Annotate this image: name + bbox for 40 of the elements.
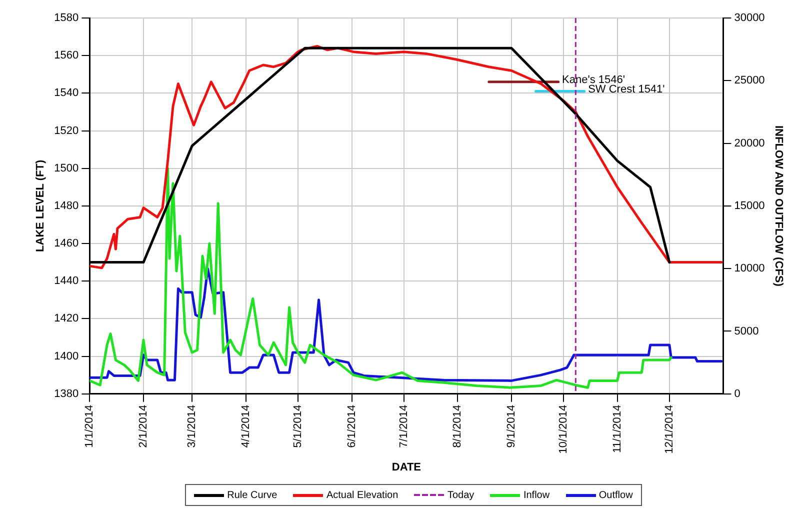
x-tick-label: 2/1/2014 <box>138 404 150 448</box>
y2-tick-label: 0 <box>734 388 740 400</box>
legend-label: Inflow <box>523 490 550 500</box>
legend-label: Rule Curve <box>227 490 278 500</box>
y2-tick-label: 10000 <box>734 262 765 275</box>
y2-tick-label: 30000 <box>734 12 765 24</box>
x-tick-label: 3/1/2014 <box>186 404 198 448</box>
y-tick-label: 1560 <box>54 50 79 62</box>
y-tick-label: 1520 <box>54 124 79 137</box>
x-tick-label: 7/1/2014 <box>398 404 410 448</box>
y-axis-title: LAKE LEVEL (FT) <box>34 160 47 252</box>
y-tick-label: 1540 <box>54 87 79 100</box>
y-tick-label: 1460 <box>54 238 79 250</box>
y-tick-label: 1440 <box>54 275 79 288</box>
legend-label: Outflow <box>598 490 633 500</box>
y2-axis-title: INFLOW AND OUTFLOW (CFS) <box>772 125 784 287</box>
annotation: SW Crest 1541' <box>588 83 665 96</box>
y-tick-label: 1400 <box>54 350 79 362</box>
y2-tick-label: 5000 <box>734 325 759 338</box>
x-tick-label: 8/1/2014 <box>452 404 464 448</box>
y2-tick-label: 20000 <box>734 137 765 150</box>
x-tick-label: 12/1/2014 <box>663 404 676 454</box>
y-tick-label: 1420 <box>54 312 79 325</box>
y2-tick-label: 25000 <box>734 74 765 87</box>
annotation: Kane's 1546' <box>562 74 625 86</box>
x-tick-label: 6/1/2014 <box>346 404 358 448</box>
y-tick-label: 1580 <box>54 12 79 24</box>
x-tick-label: 10/1/2014 <box>558 404 570 454</box>
y2-tick-label: 15000 <box>734 200 765 212</box>
x-tick-label: 1/1/2014 <box>84 404 96 448</box>
x-axis-title: DATE <box>392 461 422 474</box>
y-tick-label: 1380 <box>54 388 79 400</box>
y-tick-label: 1480 <box>54 200 79 212</box>
x-tick-label: 9/1/2014 <box>505 404 518 448</box>
y-tick-label: 1500 <box>54 162 79 174</box>
legend-label: Actual Elevation <box>326 490 398 500</box>
x-tick-label: 4/1/2014 <box>240 404 252 448</box>
x-tick-label: 5/1/2014 <box>292 404 304 448</box>
x-tick-label: 11/1/2014 <box>611 404 624 453</box>
legend-label: Today <box>447 490 474 500</box>
